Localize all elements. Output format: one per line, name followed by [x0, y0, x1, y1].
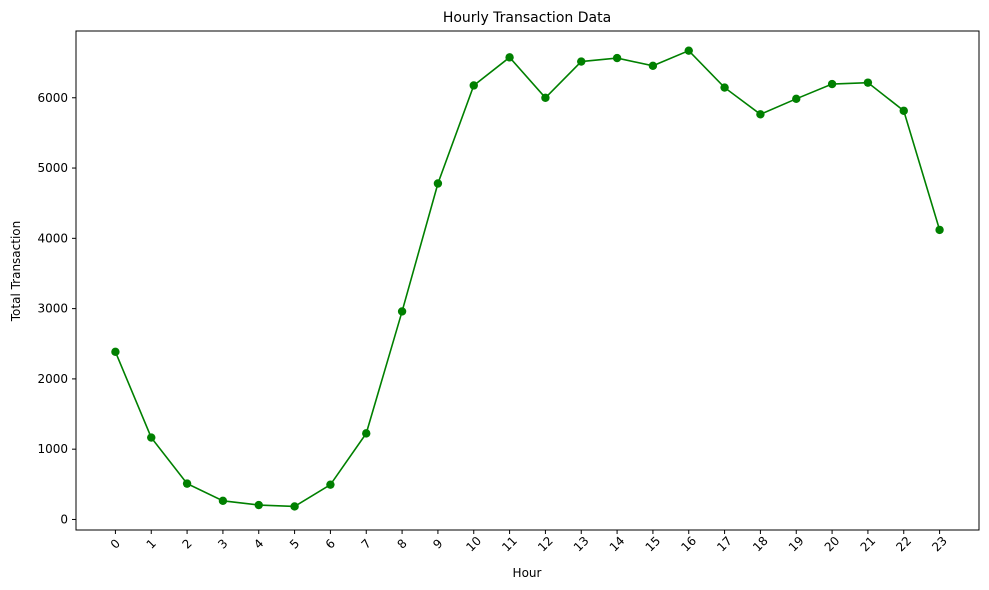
data-point-hour-10 — [469, 81, 478, 90]
x-tick-label: 7 — [359, 536, 374, 551]
x-tick-label: 14 — [607, 534, 628, 555]
data-point-hour-22 — [899, 106, 908, 115]
x-tick-label: 21 — [858, 534, 879, 555]
x-tick-label: 5 — [287, 536, 302, 551]
series-line — [114, 49, 941, 508]
x-axis: 0 1 2 3 4 5 6 7 8 9 10 11 12 13 14 15 16 17 18 19 20 21 22 23 — [108, 530, 950, 554]
plot-area — [75, 30, 980, 531]
x-tick-label: 17 — [714, 534, 735, 555]
y-axis-title: Total Transaction — [9, 221, 23, 323]
y-tick-label: 1000 — [37, 442, 68, 456]
data-point-hour-15 — [648, 61, 658, 70]
data-point-hour-14 — [612, 53, 622, 63]
series-group — [111, 46, 944, 511]
y-tick-label: 0 — [60, 512, 68, 526]
data-point-hour-21 — [863, 78, 873, 87]
x-tick-label: 13 — [571, 534, 592, 555]
y-axis: 0 1000 2000 3000 4000 5000 6000 — [37, 91, 76, 526]
data-point-hour-6 — [326, 480, 335, 489]
x-tick-label: 12 — [535, 534, 556, 555]
x-tick-label: 6 — [323, 536, 338, 551]
data-point-hour-16 — [684, 46, 693, 55]
y-tick-label: 5000 — [37, 161, 68, 175]
x-tick-label: 23 — [929, 534, 950, 555]
x-tick-label: 16 — [678, 534, 699, 555]
x-tick-label: 2 — [179, 536, 194, 551]
data-point-hour-1 — [147, 433, 156, 442]
data-point-hour-11 — [505, 53, 514, 62]
data-point-hour-17 — [720, 83, 729, 92]
x-tick-label: 1 — [144, 536, 159, 551]
y-tick-label: 3000 — [37, 302, 68, 316]
data-point-hour-23 — [935, 225, 944, 235]
x-tick-label: 18 — [750, 534, 771, 555]
data-point-hour-19 — [792, 94, 801, 104]
x-tick-label: 15 — [643, 534, 664, 555]
x-tick-label: 0 — [108, 536, 123, 551]
data-point-hour-5 — [290, 502, 299, 511]
chart-title: Hourly Transaction Data — [443, 10, 611, 26]
x-tick-label: 11 — [499, 534, 520, 555]
x-tick-label: 8 — [394, 536, 409, 551]
y-tick-label: 6000 — [37, 91, 68, 105]
data-point-hour-9 — [433, 179, 443, 188]
x-axis-title: Hour — [513, 566, 542, 580]
data-point-hour-3 — [218, 496, 228, 506]
data-point-hour-2 — [182, 479, 192, 488]
x-tick-label: 4 — [251, 536, 266, 551]
plot-frame — [75, 30, 980, 531]
data-point-hour-12 — [541, 93, 550, 102]
data-point-hour-13 — [577, 57, 586, 66]
data-point-hour-7 — [362, 429, 371, 438]
x-tick-label: 19 — [786, 534, 807, 555]
data-point-hour-4 — [254, 500, 263, 510]
x-tick-label: 9 — [430, 536, 445, 551]
x-tick-label: 10 — [463, 534, 484, 555]
y-tick-label: 4000 — [37, 231, 68, 245]
x-tick-label: 22 — [893, 534, 914, 555]
data-point-hour-18 — [756, 110, 765, 119]
y-tick-label: 2000 — [37, 372, 68, 386]
x-tick-label: 20 — [822, 534, 843, 555]
data-point-hour-0 — [111, 347, 120, 357]
x-tick-label: 3 — [215, 536, 230, 551]
data-point-hour-8 — [397, 307, 407, 316]
data-point-hour-20 — [827, 79, 837, 89]
